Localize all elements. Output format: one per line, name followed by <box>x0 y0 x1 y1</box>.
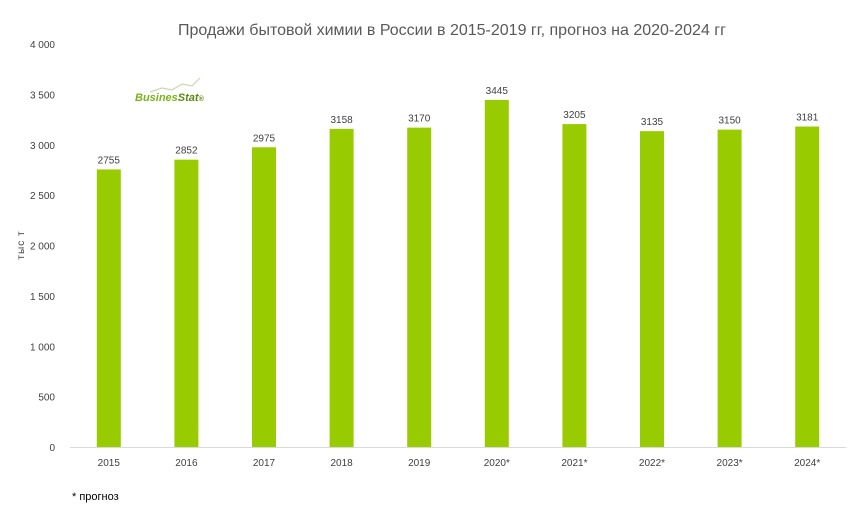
data-label: 2852 <box>175 146 198 157</box>
footnote: * прогноз <box>72 491 119 503</box>
bar <box>407 127 432 447</box>
x-tick-label: 2023* <box>717 458 743 469</box>
bar <box>640 131 664 447</box>
x-tick-label: 2022* <box>639 458 665 469</box>
data-label: 3150 <box>718 116 741 127</box>
data-label: 3205 <box>563 110 586 121</box>
y-axis-label: тыс т <box>16 230 27 259</box>
bar <box>252 147 276 448</box>
data-label: 2975 <box>253 133 276 144</box>
x-tick-label: 2015 <box>98 458 121 469</box>
data-label: 3135 <box>641 117 664 128</box>
y-tick-label: 500 <box>38 393 55 404</box>
y-tick-label: 1 000 <box>30 342 55 353</box>
y-tick-label: 3 500 <box>30 90 55 101</box>
data-label: 3170 <box>408 114 431 125</box>
data-label: 2755 <box>98 155 121 166</box>
data-label: 3445 <box>486 86 509 97</box>
y-tick-label: 3 000 <box>30 141 55 152</box>
y-axis: 0 500 1 000 1 500 2 000 2 500 3 000 3 500 4 000 <box>30 40 55 454</box>
x-tick-label: 2017 <box>253 458 276 469</box>
x-tick-label: 2016 <box>175 458 198 469</box>
data-label: 3158 <box>330 115 353 126</box>
x-tick-label: 2021* <box>561 458 587 469</box>
businesstat-logo: BusinesStat® <box>135 77 205 104</box>
y-tick-label: 4 000 <box>30 40 55 51</box>
bar <box>717 129 742 447</box>
x-tick-label: 2019 <box>408 458 431 469</box>
logo-swoosh <box>149 77 201 93</box>
bar <box>484 99 509 447</box>
data-label: 3181 <box>796 113 819 124</box>
y-tick-label: 1 500 <box>30 292 55 303</box>
bars-group: 2755 2852 2975 3158 3170 3445 3205 3135 3150 3181 <box>96 86 820 448</box>
bar <box>562 124 587 447</box>
chart-title: Продажи бытовой химии в России в 2015-20… <box>178 22 726 39</box>
x-tick-label: 2024* <box>794 458 820 469</box>
bar <box>795 126 820 447</box>
x-tick-label: 2020* <box>484 458 510 469</box>
bar <box>329 128 354 448</box>
logo-text: BusinesStat® <box>135 92 205 104</box>
bar <box>174 159 199 447</box>
x-tick-label: 2018 <box>330 458 353 469</box>
y-tick-label: 2 000 <box>30 242 55 253</box>
y-tick-label: 2 500 <box>30 191 55 202</box>
bar <box>96 169 121 447</box>
x-axis: 2015 2016 2017 2018 2019 2020* 2021* 2022* 2023*… <box>70 447 846 469</box>
y-tick-label: 0 <box>49 443 55 454</box>
